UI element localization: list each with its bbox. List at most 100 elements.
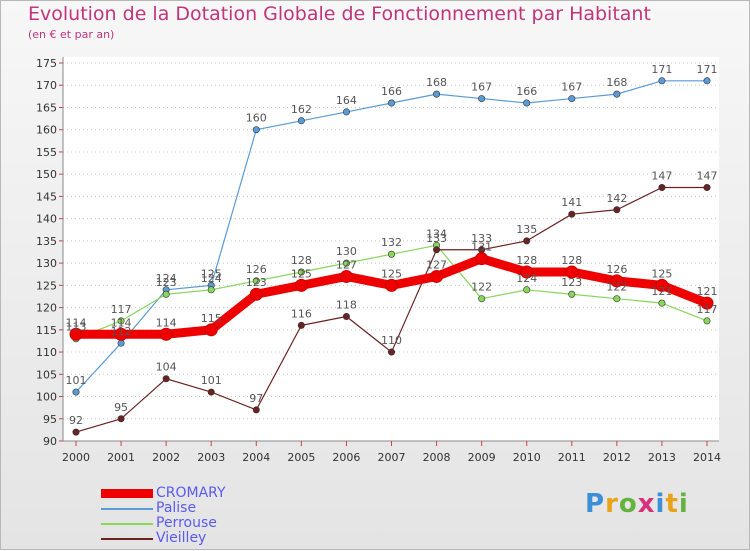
x-tick-label: 2000 [62, 451, 90, 464]
data-label: 124 [516, 272, 537, 285]
data-label: 101 [66, 374, 87, 387]
data-label: 171 [651, 63, 672, 76]
data-label: 127 [336, 258, 357, 271]
legend-swatch [101, 489, 153, 498]
x-tick-label: 2007 [378, 451, 406, 464]
data-label: 122 [606, 281, 627, 294]
data-label: 133 [426, 232, 447, 245]
data-point [613, 295, 621, 303]
data-point [613, 90, 621, 98]
data-point [610, 274, 624, 288]
data-point [658, 299, 666, 307]
logo-letter: x [637, 489, 656, 519]
data-point [523, 286, 531, 294]
y-tick-label: 165 [36, 101, 57, 114]
data-point [342, 259, 350, 267]
x-tick-label: 2011 [558, 451, 586, 464]
data-point [72, 388, 80, 396]
data-label: 104 [156, 361, 177, 374]
data-point [658, 77, 666, 85]
logo-letter: t [665, 489, 679, 519]
logo-letter: r [605, 489, 619, 519]
data-point [339, 269, 353, 283]
x-tick-label: 2005 [287, 451, 315, 464]
data-label: 164 [336, 94, 357, 107]
legend-item: Palise [101, 501, 226, 516]
data-label: 168 [606, 76, 627, 89]
data-label: 171 [697, 63, 718, 76]
data-label: 126 [606, 263, 627, 276]
data-label: 166 [516, 85, 537, 98]
plot-area [63, 57, 719, 441]
legend-item: CROMARY [101, 486, 226, 501]
data-point [703, 77, 711, 85]
data-point [342, 312, 350, 320]
data-point [565, 265, 579, 279]
data-point [568, 210, 576, 218]
data-point [204, 323, 218, 337]
data-label: 124 [156, 272, 177, 285]
data-point [252, 277, 260, 285]
data-label: 128 [516, 254, 537, 267]
data-label: 121 [651, 285, 672, 298]
data-point [297, 117, 305, 125]
x-tick-label: 2014 [693, 451, 721, 464]
data-label: 130 [336, 245, 357, 258]
data-label: 101 [201, 374, 222, 387]
legend-swatch [101, 522, 153, 525]
data-point [207, 286, 215, 294]
data-label: 121 [697, 285, 718, 298]
data-label: 123 [156, 276, 177, 289]
data-point [430, 269, 444, 283]
data-point [297, 321, 305, 329]
chart-legend: CROMARY Palise Perrouse Vieilley [101, 486, 226, 546]
data-label: 110 [381, 334, 402, 347]
data-label: 160 [246, 112, 267, 125]
chart-title: Evolution de la Dotation Globale de Fonc… [28, 3, 651, 25]
data-point [568, 290, 576, 298]
legend-item: Vieilley [101, 531, 226, 546]
y-tick-label: 90 [43, 435, 57, 448]
legend-label: CROMARY [156, 485, 226, 501]
data-point [700, 296, 714, 310]
data-label: 114 [66, 316, 87, 329]
data-label: 125 [291, 267, 312, 280]
x-tick-label: 2012 [603, 451, 631, 464]
data-label: 92 [69, 414, 83, 427]
y-tick-label: 115 [36, 324, 57, 337]
data-point [117, 415, 125, 423]
data-label: 125 [201, 267, 222, 280]
data-point [342, 108, 350, 116]
data-point [475, 252, 489, 266]
y-tick-label: 95 [43, 413, 57, 426]
data-label: 122 [471, 281, 492, 294]
data-label: 132 [381, 236, 402, 249]
data-point [478, 295, 486, 303]
data-point [568, 95, 576, 103]
data-label: 117 [111, 303, 132, 316]
data-point [658, 184, 666, 192]
data-label: 141 [561, 196, 582, 209]
logo-letter: i [678, 489, 689, 519]
y-tick-label: 125 [36, 279, 57, 292]
y-tick-label: 140 [36, 213, 57, 226]
data-point [207, 388, 215, 396]
legend-swatch [101, 537, 153, 540]
data-point [252, 126, 260, 134]
data-label: 125 [381, 267, 402, 280]
data-label: 167 [561, 81, 582, 94]
data-point [387, 99, 395, 107]
y-tick-label: 135 [36, 235, 57, 248]
data-label: 95 [114, 401, 128, 414]
data-label: 128 [561, 254, 582, 267]
data-label: 97 [249, 392, 263, 405]
data-point [433, 246, 441, 254]
data-label: 115 [201, 312, 222, 325]
y-tick-label: 105 [36, 368, 57, 381]
data-label: 162 [291, 103, 312, 116]
data-label: 134 [426, 227, 447, 240]
data-point [249, 287, 263, 301]
data-label: 112 [111, 325, 132, 338]
data-point [387, 250, 395, 258]
